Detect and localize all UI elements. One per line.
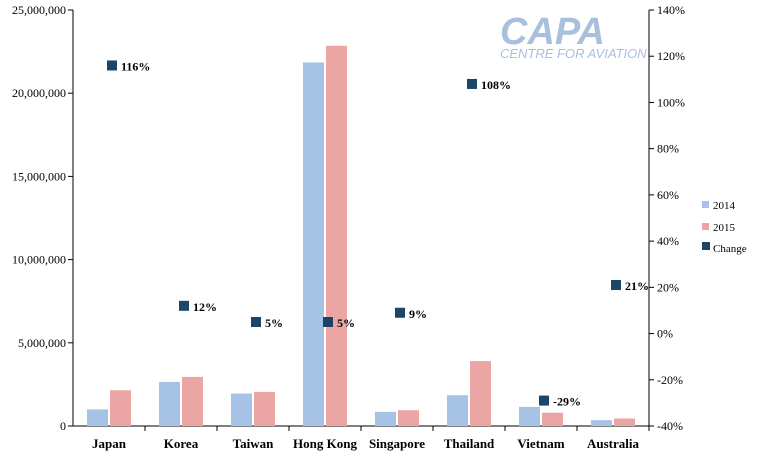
right-tick-label: 60% <box>657 188 679 202</box>
category-label: Hong Kong <box>293 436 357 451</box>
change-point <box>107 60 117 71</box>
change-point <box>539 395 549 406</box>
bar-2014 <box>447 395 468 426</box>
legend-label-change: Change <box>713 243 747 255</box>
bar-2015 <box>398 410 419 426</box>
change-label: 9% <box>409 307 427 321</box>
bar-2014 <box>591 420 612 426</box>
change-label: 116% <box>121 59 150 73</box>
change-label: 108% <box>481 78 511 92</box>
change-point <box>395 307 405 318</box>
bar-2015 <box>542 412 563 426</box>
right-tick-label: 120% <box>657 49 685 63</box>
logo-name: CAPA <box>500 11 605 53</box>
capa-logo: CAPA CENTRE FOR AVIATION <box>500 11 647 61</box>
change-series: 116% 12% 5% 5% 9% 108% -29% 21% <box>107 59 649 409</box>
legend-label-2014: 2014 <box>713 200 736 212</box>
category-label: Thailand <box>444 436 495 451</box>
right-tick-label: -20% <box>657 373 683 387</box>
right-tick-label: 40% <box>657 234 679 248</box>
bar-2014 <box>519 406 540 426</box>
bar-2015 <box>110 390 131 426</box>
change-point <box>467 78 477 89</box>
bar-series <box>87 45 635 426</box>
left-axis-ticks: 0 5,000,000 10,000,000 15,000,000 20,000,000… <box>12 3 73 433</box>
legend-swatch-2014 <box>702 201 709 208</box>
category-label: Korea <box>164 436 199 451</box>
left-tick-label: 0 <box>60 419 66 433</box>
bar-2014 <box>231 393 252 426</box>
category-label: Taiwan <box>233 436 274 451</box>
legend: 2014 2015 Change <box>702 200 747 255</box>
legend-swatch-2015 <box>702 223 709 230</box>
change-point <box>251 317 261 327</box>
change-label: 21% <box>625 279 649 293</box>
change-point <box>323 317 333 327</box>
left-tick-label: 15,000,000 <box>12 169 66 183</box>
category-label: Vietnam <box>517 436 564 451</box>
bar-2014 <box>87 409 108 426</box>
change-label: 12% <box>193 300 217 314</box>
bar-2014 <box>375 411 396 426</box>
right-tick-label: -40% <box>657 419 683 433</box>
category-labels: Japan Korea Taiwan Hong Kong Singapore Thaila… <box>92 426 650 451</box>
bar-2015 <box>326 45 347 426</box>
right-tick-label: 100% <box>657 95 685 109</box>
right-axis-ticks: -40% -20% 0% 20% 40% 60% 80% 100% 120% 140% <box>649 3 685 433</box>
bar-2015 <box>470 361 491 426</box>
change-label: -29% <box>553 395 581 409</box>
change-point <box>179 300 189 311</box>
bar-2014 <box>303 62 324 426</box>
logo-tagline: CENTRE FOR AVIATION <box>500 46 647 61</box>
category-label: Japan <box>92 436 127 451</box>
left-tick-label: 20,000,000 <box>12 86 66 100</box>
category-label: Singapore <box>369 436 425 451</box>
bar-2014 <box>159 381 180 426</box>
change-point <box>611 280 621 291</box>
left-tick-label: 5,000,000 <box>18 336 66 350</box>
left-tick-label: 10,000,000 <box>12 253 66 267</box>
category-label: Australia <box>587 436 640 451</box>
bar-2015 <box>614 418 635 426</box>
change-label: 5% <box>265 316 283 330</box>
right-tick-label: 80% <box>657 142 679 156</box>
right-tick-label: 0% <box>657 327 673 341</box>
legend-marker-change <box>702 242 710 250</box>
right-tick-label: 20% <box>657 280 679 294</box>
left-tick-label: 25,000,000 <box>12 3 66 17</box>
legend-label-2015: 2015 <box>713 222 736 234</box>
bar-2015 <box>182 376 203 426</box>
bar-2015 <box>254 391 275 426</box>
right-tick-label: 140% <box>657 3 685 17</box>
change-label: 5% <box>337 316 355 330</box>
